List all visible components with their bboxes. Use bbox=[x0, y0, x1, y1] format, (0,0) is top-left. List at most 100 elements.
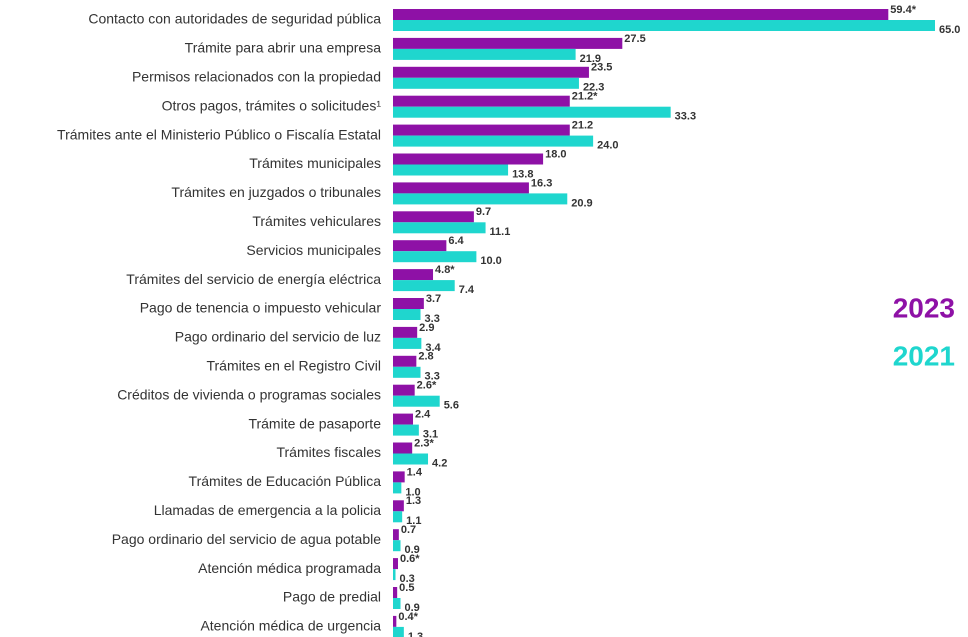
value-label: 33.3 bbox=[675, 111, 696, 123]
value-label: 4.2 bbox=[432, 457, 447, 469]
value-label: 9.7 bbox=[476, 206, 491, 218]
bar bbox=[393, 309, 421, 320]
category-label: Trámites en juzgados o tribunales bbox=[171, 184, 381, 200]
category-label: Trámites ante el Ministerio Público o Fi… bbox=[57, 126, 381, 142]
value-label: 0.9 bbox=[405, 602, 420, 614]
value-label: 2.9 bbox=[419, 322, 434, 334]
value-label: 11.1 bbox=[490, 226, 511, 238]
category-label: Contacto con autoridades de seguridad pú… bbox=[88, 11, 381, 27]
value-label: 59.4* bbox=[890, 4, 916, 16]
value-label: 3.4 bbox=[425, 342, 441, 354]
value-label: 0.5 bbox=[399, 582, 414, 594]
bar bbox=[393, 413, 414, 425]
category-label: Trámites del servicio de energía eléctri… bbox=[126, 271, 381, 287]
value-label: 3.1 bbox=[423, 429, 438, 441]
bar bbox=[393, 193, 568, 205]
value-label: 0.9 bbox=[405, 544, 420, 556]
value-label: 0.7 bbox=[401, 524, 416, 536]
legend-entry: 2023 bbox=[893, 292, 955, 323]
bar bbox=[393, 298, 424, 309]
value-label: 21.2 bbox=[572, 120, 593, 132]
value-label: 23.5 bbox=[591, 62, 612, 74]
bar bbox=[393, 9, 889, 20]
value-label: 2.6* bbox=[417, 380, 437, 392]
value-label: 21.2* bbox=[572, 91, 598, 103]
value-label: 1.3 bbox=[406, 495, 421, 507]
value-label: 3.3 bbox=[425, 371, 440, 383]
value-label: 7.4 bbox=[459, 284, 475, 296]
bar bbox=[393, 453, 429, 465]
category-label: Atención médica programada bbox=[198, 560, 381, 576]
bar bbox=[393, 366, 421, 378]
category-label: Permisos relacionados con la propiedad bbox=[132, 69, 381, 85]
category-label: Trámite de pasaporte bbox=[248, 415, 381, 431]
bar bbox=[393, 337, 422, 349]
bar bbox=[393, 124, 570, 136]
bar bbox=[393, 540, 401, 552]
bar bbox=[393, 135, 594, 147]
category-label: Trámite para abrir una empresa bbox=[185, 40, 382, 56]
bar bbox=[393, 211, 474, 223]
value-label: 13.8 bbox=[512, 168, 533, 180]
value-label: 1.0 bbox=[405, 486, 420, 498]
bar bbox=[393, 280, 455, 292]
value-label: 20.9 bbox=[571, 197, 592, 209]
value-label: 21.9 bbox=[580, 53, 601, 65]
category-label: Pago ordinario del servicio de agua pota… bbox=[112, 531, 382, 547]
value-label: 2.4 bbox=[415, 409, 431, 421]
bar bbox=[393, 326, 418, 338]
category-label: Pago ordinario del servicio de luz bbox=[175, 329, 381, 345]
bar bbox=[393, 106, 671, 118]
value-label: 27.5 bbox=[624, 33, 645, 45]
bar bbox=[393, 77, 579, 89]
category-label: Trámites en el Registro Civil bbox=[206, 358, 381, 374]
category-label: Servicios municipales bbox=[246, 242, 381, 258]
bar bbox=[393, 240, 447, 252]
bar bbox=[393, 182, 529, 194]
value-label: 65.0 bbox=[939, 24, 960, 36]
bar bbox=[393, 222, 486, 234]
bar bbox=[393, 471, 405, 483]
bar bbox=[393, 20, 935, 31]
value-label: 0.4* bbox=[398, 611, 418, 623]
bar bbox=[393, 251, 477, 263]
value-label: 3.7 bbox=[426, 293, 441, 305]
category-label: Pago de predial bbox=[283, 589, 381, 605]
category-label: Trámites municipales bbox=[249, 155, 381, 171]
value-label: 6.4 bbox=[448, 235, 464, 247]
bar bbox=[393, 269, 434, 281]
value-label: 1.3 bbox=[408, 631, 423, 637]
bar bbox=[393, 569, 396, 581]
bar bbox=[393, 500, 404, 512]
category-label: Pago de tenencia o impuesto vehicular bbox=[140, 300, 382, 316]
value-label: 18.0 bbox=[545, 148, 566, 160]
value-label: 1.4 bbox=[407, 466, 423, 478]
bar bbox=[393, 384, 415, 396]
bar bbox=[393, 598, 401, 609]
category-label: Otros pagos, trámites o solicitudes¹ bbox=[162, 97, 382, 113]
bar bbox=[393, 626, 404, 637]
bar bbox=[393, 442, 413, 454]
bar bbox=[393, 355, 417, 367]
value-label: 3.3 bbox=[425, 313, 440, 325]
bar bbox=[393, 558, 399, 570]
category-label: Trámites fiscales bbox=[276, 444, 381, 460]
value-label: 0.3 bbox=[400, 573, 415, 585]
bar bbox=[393, 164, 509, 176]
value-label: 10.0 bbox=[480, 255, 501, 267]
value-label: 22.3 bbox=[583, 82, 604, 94]
bar bbox=[393, 153, 544, 165]
category-label: Llamadas de emergencia a la policia bbox=[154, 502, 381, 518]
bar bbox=[393, 424, 419, 436]
value-label: 4.8* bbox=[435, 264, 455, 276]
bar bbox=[393, 48, 576, 60]
category-label: Créditos de vivienda o programas sociale… bbox=[117, 386, 381, 402]
bar bbox=[393, 587, 398, 598]
bar bbox=[393, 37, 623, 49]
bar bbox=[393, 395, 440, 407]
bar bbox=[393, 66, 589, 78]
category-label: Trámites de Educación Pública bbox=[189, 473, 382, 489]
bar bbox=[393, 529, 399, 541]
category-label: Trámites vehiculares bbox=[252, 213, 381, 229]
